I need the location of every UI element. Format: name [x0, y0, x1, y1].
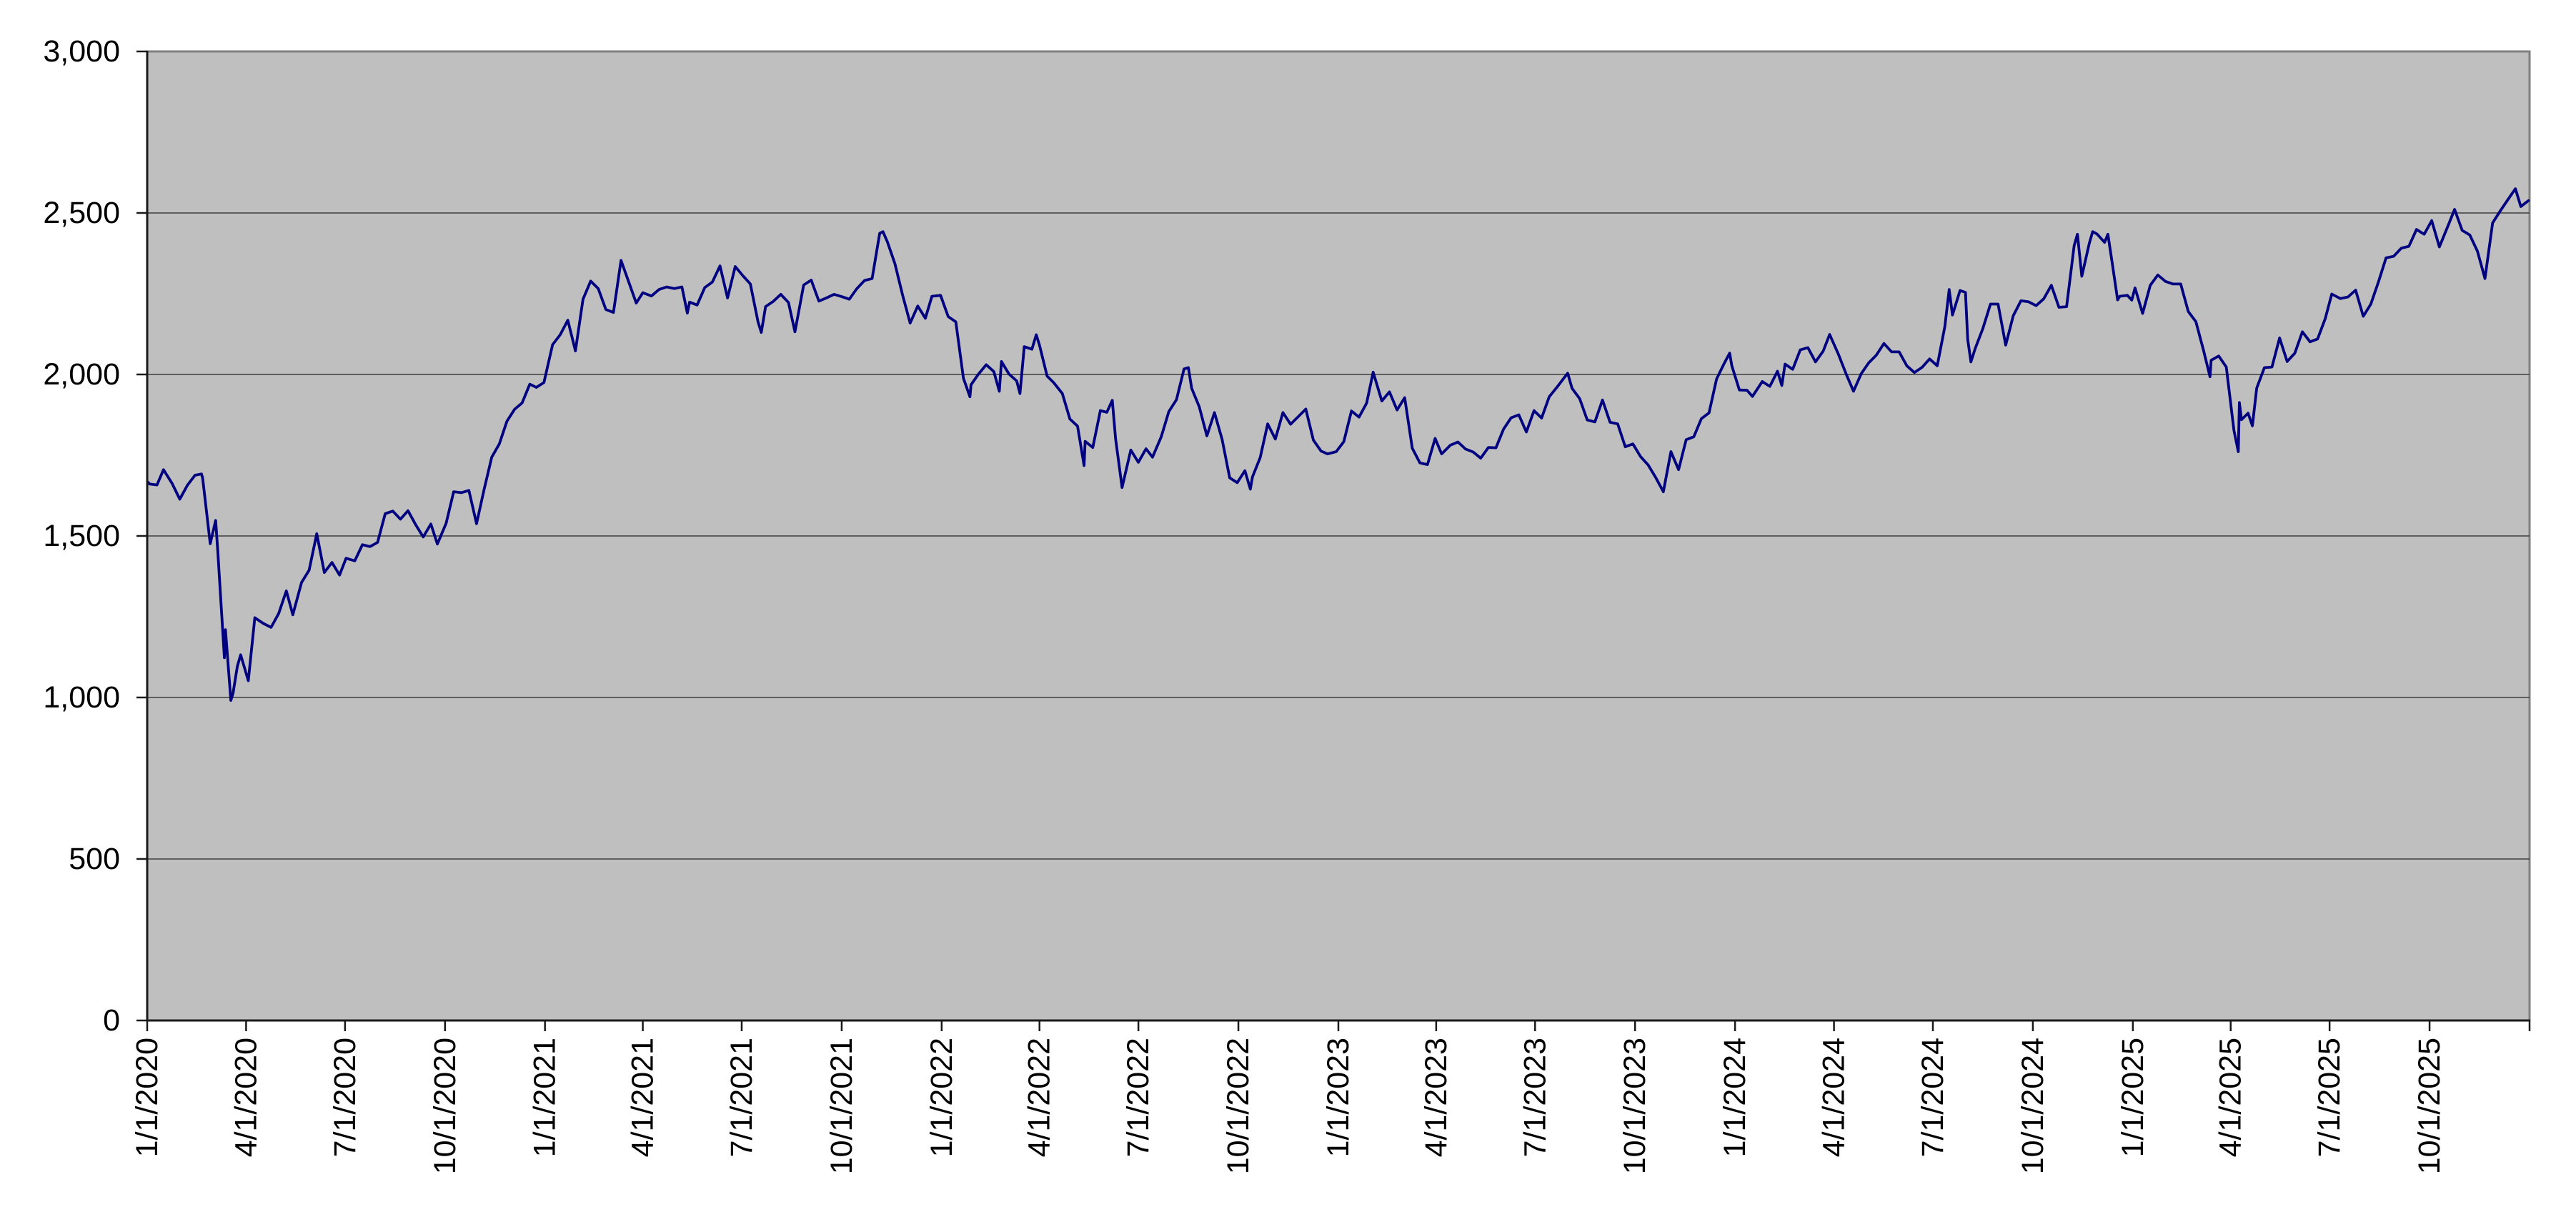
x-axis-label: 7/1/2021	[725, 1038, 759, 1157]
y-axis-label: 2,000	[43, 357, 120, 392]
y-axis-label: 2,500	[43, 196, 120, 230]
y-axis-label: 1,500	[43, 519, 120, 553]
x-axis-label: 1/1/2022	[925, 1038, 959, 1157]
x-axis-label: 7/1/2023	[1518, 1038, 1552, 1157]
x-axis-label: 4/1/2025	[2214, 1038, 2248, 1157]
x-axis-label: 10/1/2020	[428, 1038, 462, 1174]
x-axis-label: 10/1/2024	[2016, 1038, 2050, 1174]
y-axis-label: 0	[103, 1003, 120, 1038]
x-axis-label: 7/1/2022	[1121, 1038, 1155, 1157]
x-axis-label: 1/1/2025	[2116, 1038, 2150, 1157]
y-axis-label: 500	[69, 842, 120, 876]
x-axis-label: 7/1/2024	[1916, 1038, 1950, 1157]
x-axis-label: 7/1/2020	[328, 1038, 362, 1157]
x-axis-label: 10/1/2021	[825, 1038, 859, 1174]
x-axis-label: 1/1/2023	[1321, 1038, 1356, 1157]
x-axis-label: 4/1/2021	[626, 1038, 660, 1157]
x-axis-label: 10/1/2022	[1221, 1038, 1255, 1174]
series-line	[146, 187, 2530, 702]
x-axis-label: 10/1/2025	[2412, 1038, 2447, 1174]
y-axis-label: 1,000	[43, 680, 120, 715]
x-axis-label: 1/1/2020	[130, 1038, 164, 1157]
x-axis-label: 4/1/2024	[1817, 1038, 1851, 1157]
x-axis-label: 10/1/2023	[1618, 1038, 1652, 1174]
x-axis-label: 1/1/2021	[528, 1038, 562, 1157]
y-axis-label: 3,000	[43, 34, 120, 69]
x-axis-label: 4/1/2020	[229, 1038, 263, 1157]
x-axis-label: 4/1/2023	[1419, 1038, 1453, 1157]
x-axis-label: 1/1/2024	[1718, 1038, 1752, 1157]
x-axis-label: 4/1/2022	[1023, 1038, 1057, 1157]
x-axis-label: 7/1/2025	[2312, 1038, 2347, 1157]
